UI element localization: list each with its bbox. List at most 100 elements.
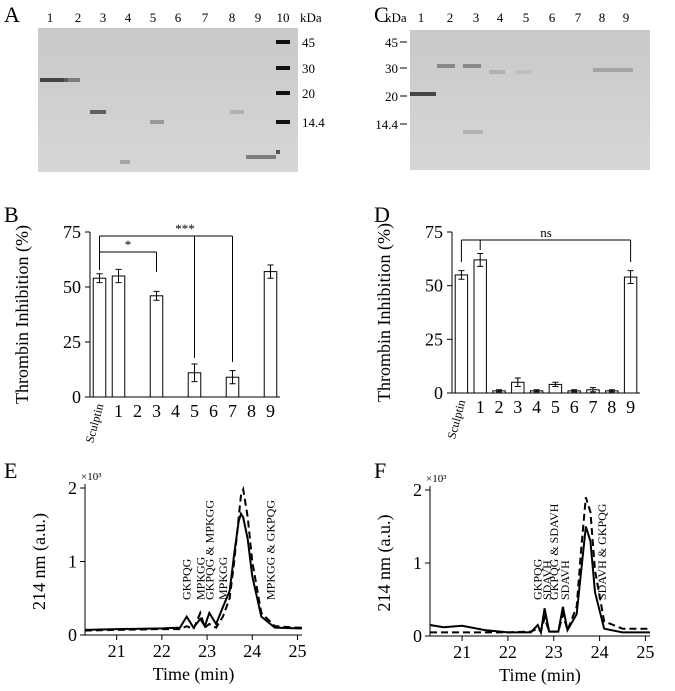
significance: * — [125, 237, 132, 252]
y-tick-label: 50 — [425, 276, 443, 296]
lane-label: 1 — [47, 10, 54, 25]
x-tick-label: Sculptin — [444, 398, 468, 440]
error-bar — [96, 273, 103, 284]
x-tick-label: 22 — [153, 641, 171, 661]
peak-label: MPKGG — [216, 556, 230, 600]
peak-label: MPKGG & GKPQG — [263, 500, 277, 600]
lane-label: 6 — [549, 10, 556, 25]
x-tick-label: 4 — [532, 397, 541, 417]
bar — [473, 259, 487, 394]
gel-band — [120, 160, 130, 164]
y-tick-label: 2 — [413, 480, 422, 500]
peak-label: SDAVH — [558, 560, 572, 600]
peak-label: SDAVH & GKPQG — [595, 503, 609, 600]
gel-band — [593, 68, 633, 72]
x-tick-label: 8 — [247, 401, 256, 421]
x-tick-label: 7 — [228, 401, 237, 421]
x-tick-label: 6 — [570, 397, 579, 417]
bar — [92, 277, 107, 398]
y-axis-label: 214 nm (a.u.) — [374, 515, 395, 612]
lane-label: 4 — [125, 10, 132, 25]
panel-letter: C — [374, 2, 389, 27]
lane-label: 1 — [418, 10, 425, 25]
peak-label: SDAVH — [540, 560, 554, 600]
peak-label: MPKGG — [193, 556, 207, 600]
y-tick-label: 2 — [68, 478, 77, 498]
marker-band — [276, 66, 290, 70]
x-tick-label: 3 — [513, 397, 522, 417]
x-tick-label: 2 — [133, 401, 142, 421]
lane-label: 3 — [473, 10, 480, 25]
bar — [623, 276, 638, 394]
y-axis-label: Thrombin Inhibition (%) — [374, 223, 395, 402]
panel-letter: B — [4, 202, 19, 227]
x-tick-label: 5 — [190, 401, 199, 421]
gel-band — [40, 78, 68, 82]
lane-label: 5 — [523, 10, 530, 25]
panel-letter: D — [374, 202, 390, 227]
error-bar — [153, 290, 160, 301]
marker-band — [276, 91, 290, 95]
significance: ns — [540, 225, 552, 240]
unit-label: kDa — [300, 10, 322, 25]
x-tick-label: 25 — [288, 641, 306, 661]
x-tick-label: 25 — [636, 642, 654, 662]
peak-label: GKPQG & SDAVH — [547, 503, 561, 600]
x-tick-label: 7 — [589, 397, 598, 417]
lane-label: 2 — [75, 10, 82, 25]
error-bar — [191, 363, 198, 383]
bar — [149, 295, 164, 398]
y-tick-label: 1 — [68, 552, 77, 572]
bar — [111, 275, 126, 398]
x-tick-label: 5 — [551, 397, 560, 417]
x-tick-label: 6 — [209, 401, 218, 421]
gel-band — [515, 70, 531, 74]
error-bar — [590, 387, 596, 393]
significance: *** — [175, 221, 195, 236]
error-bar — [267, 264, 274, 279]
lane-label: 10 — [277, 10, 290, 25]
marker-label: 20 — [302, 86, 315, 101]
peak-label: GKPQG — [531, 558, 545, 600]
x-tick-label: 23 — [545, 642, 563, 662]
peak-label: GKPQG & MPKGG — [202, 500, 216, 600]
series-line — [84, 511, 302, 631]
marker-band — [276, 40, 290, 44]
x-tick-label: 24 — [243, 641, 261, 661]
lane-label: 5 — [150, 10, 157, 25]
y-tick-label: 0 — [72, 387, 81, 407]
marker-band — [276, 120, 290, 124]
y-tick-label: 1 — [413, 553, 422, 573]
x-axis-label: Time (min) — [153, 664, 235, 685]
lane-label: 2 — [447, 10, 454, 25]
gel-band — [230, 110, 244, 114]
gel-image — [410, 30, 650, 170]
marker-label: 20 — [385, 89, 398, 104]
x-tick-label: 21 — [108, 641, 126, 661]
bar — [454, 274, 469, 394]
lane-label: 6 — [175, 10, 182, 25]
peak-label: GKPQG — [180, 558, 194, 600]
gel-band — [246, 155, 276, 159]
x-tick-label: 23 — [198, 641, 216, 661]
marker-label: 30 — [302, 61, 315, 76]
error-bar — [115, 268, 122, 284]
gel-band — [463, 64, 481, 68]
x-tick-label: 24 — [591, 642, 609, 662]
multiplier: ×10³ — [81, 471, 102, 483]
panel-letter: A — [4, 2, 20, 27]
y-axis-label: Thrombin Inhibition (%) — [12, 225, 33, 404]
y-tick-label: 25 — [425, 329, 443, 349]
x-tick-label: 3 — [152, 401, 161, 421]
panel-letter: F — [374, 458, 386, 483]
error-bar — [458, 270, 465, 280]
bar — [263, 271, 278, 398]
gel-band — [489, 70, 505, 74]
x-tick-label: 22 — [499, 642, 517, 662]
marker-label: 14.4 — [375, 117, 398, 132]
y-axis-label: 214 nm (a.u.) — [29, 513, 50, 610]
gel-band — [437, 64, 455, 68]
y-tick-label: 25 — [63, 332, 81, 352]
y-tick-label: 0 — [413, 626, 422, 646]
